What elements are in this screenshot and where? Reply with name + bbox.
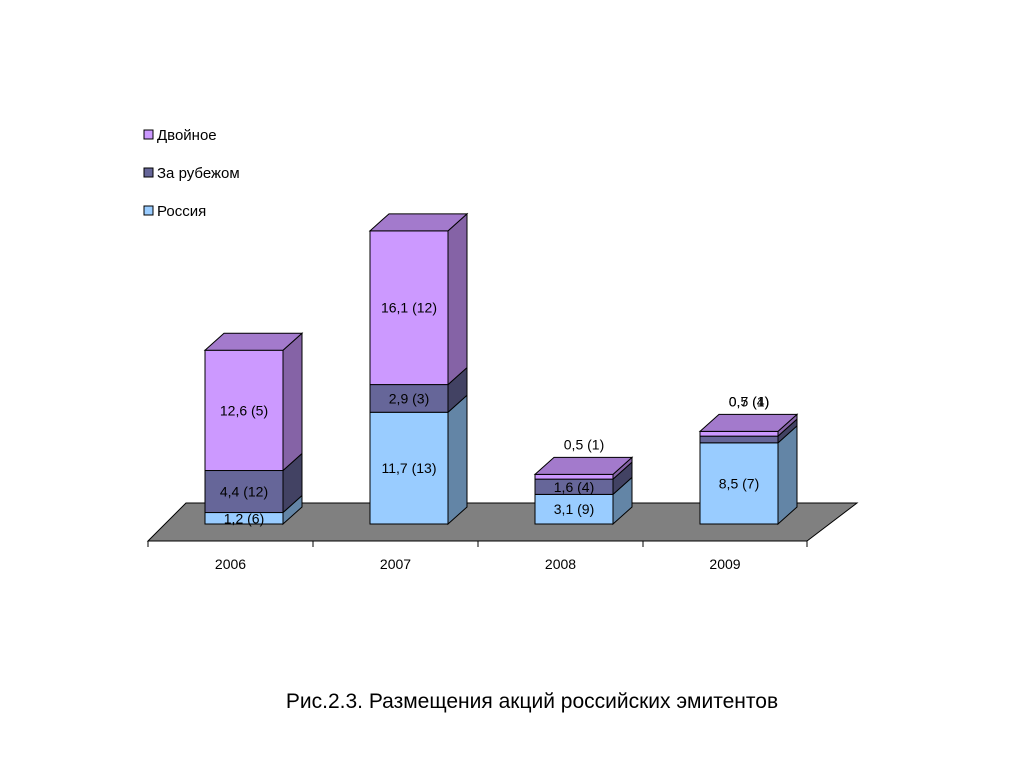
- data-label: 0,5 (1): [729, 393, 769, 409]
- data-label: 1,2 (6): [224, 510, 264, 526]
- legend-label: Россия: [157, 203, 206, 220]
- data-label: 16,1 (12): [381, 300, 437, 316]
- data-label: 2,9 (3): [389, 390, 429, 406]
- data-label: 3,1 (9): [554, 501, 594, 517]
- data-label: 12,6 (5): [220, 402, 268, 418]
- bar-top: [368, 213, 469, 232]
- legend-swatch: [143, 205, 154, 216]
- bar-top: [533, 456, 634, 475]
- legend-swatch: [143, 129, 154, 140]
- bar-segment: [699, 430, 779, 437]
- legend-label: За рубежом: [157, 165, 240, 182]
- data-label: 1,6 (4): [554, 479, 594, 495]
- data-label: 11,7 (13): [382, 460, 437, 476]
- legend-label: Двойное: [157, 127, 217, 144]
- data-label: 8,5 (7): [719, 475, 759, 491]
- legend-swatch: [143, 167, 154, 178]
- x-tick-label: 2006: [215, 556, 246, 572]
- x-tick-label: 2009: [709, 556, 740, 572]
- bar-segment: [369, 230, 449, 386]
- x-tick-label: 2008: [545, 556, 576, 572]
- figure-caption: Рис.2.3. Размещения акций российских эми…: [285, 690, 779, 713]
- bar-segment: [369, 411, 449, 525]
- bar-segment: [699, 442, 779, 525]
- bar-top: [698, 413, 799, 432]
- bar-segment-side: [282, 332, 303, 472]
- data-label: 0,7 (4): [729, 393, 769, 409]
- bar-segment-side: [447, 394, 468, 526]
- bar-segment: [204, 470, 284, 514]
- bar-segment-side: [447, 212, 468, 386]
- bar-segment: [369, 384, 449, 413]
- bar-top: [203, 332, 304, 351]
- x-tick-label: 2007: [380, 556, 411, 572]
- bar-segment: [699, 435, 779, 444]
- data-label: 4,4 (12): [220, 484, 268, 500]
- data-label: 0,5 (1): [564, 436, 604, 452]
